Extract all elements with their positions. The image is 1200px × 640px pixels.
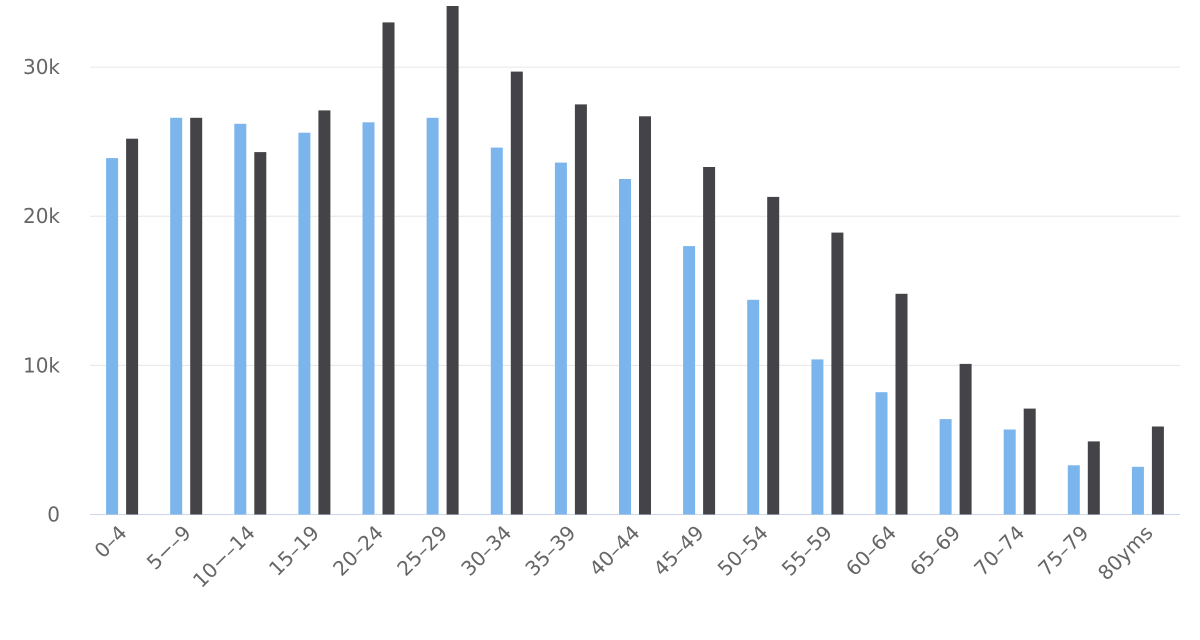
x-tick-label: 0–4 [90,521,132,563]
bar-series-0-6 [490,147,503,515]
bars [106,6,1164,515]
x-tick-label: 30–34 [456,521,516,581]
bar-series-1-15 [1087,441,1100,515]
y-tick-label: 20k [23,204,60,228]
bar-series-1-9 [703,167,716,515]
bar-series-0-4 [362,122,375,515]
bar-series-1-1 [190,117,203,515]
bar-series-0-9 [683,246,696,515]
bar-series-0-13 [939,419,952,515]
x-tick-label: 60–64 [841,521,901,581]
bar-series-0-5 [426,117,439,515]
bar-series-0-12 [875,392,888,515]
x-tick-label: 45–49 [649,521,709,581]
bar-series-0-7 [554,162,567,515]
bar-series-0-14 [1003,429,1016,515]
bar-series-1-16 [1151,426,1164,515]
x-tick-label: 65–69 [905,521,965,581]
bar-series-1-4 [382,22,395,515]
bar-series-0-2 [234,123,247,515]
x-tick-label: 5−–9 [142,521,196,575]
bar-series-0-11 [811,359,824,515]
y-tick-label: 0 [47,503,60,527]
bar-series-1-13 [959,363,972,515]
x-tick-label: 10−–14 [188,521,260,593]
bar-series-0-15 [1067,465,1080,515]
x-tick-label: 70–74 [969,521,1029,581]
y-axis-ticks: 0 10k 20k 30k [23,55,60,526]
x-tick-label: 40–44 [584,521,644,581]
x-tick-label: 50–54 [713,521,773,581]
bar-series-0-16 [1131,466,1144,515]
bar-series-1-11 [831,232,844,515]
bar-series-0-1 [170,117,183,515]
y-tick-label: 30k [23,55,60,79]
bar-series-1-14 [1023,408,1036,515]
bar-series-0-0 [106,158,119,515]
x-tick-label: 20–24 [328,521,388,581]
bar-series-1-10 [767,196,780,515]
y-tick-label: 10k [23,353,60,377]
bar-series-1-5 [446,6,459,515]
bar-series-1-7 [574,104,587,515]
bar-series-0-8 [619,179,631,515]
x-tick-label: 25–29 [392,521,452,581]
bar-series-1-2 [254,152,267,515]
x-axis-ticks: 0–4 5−–910−–14 15–19 20–24 25–29 30–34 35–39 40… [90,521,1158,593]
bar-series-1-6 [510,71,523,515]
bar-series-1-0 [126,138,139,515]
bar-series-1-8 [639,116,651,515]
bar-series-1-3 [318,110,331,515]
x-tick-label: 35–39 [520,521,580,581]
x-tick-label: 55–59 [777,521,837,581]
x-tick-label: 75–79 [1033,521,1093,581]
bar-series-0-3 [298,132,311,515]
bar-series-0-10 [747,299,760,515]
gridlines [90,66,1180,515]
bar-series-1-12 [895,293,908,515]
x-tick-label: 80yms [1093,521,1157,585]
x-tick-label: 15–19 [264,521,324,581]
